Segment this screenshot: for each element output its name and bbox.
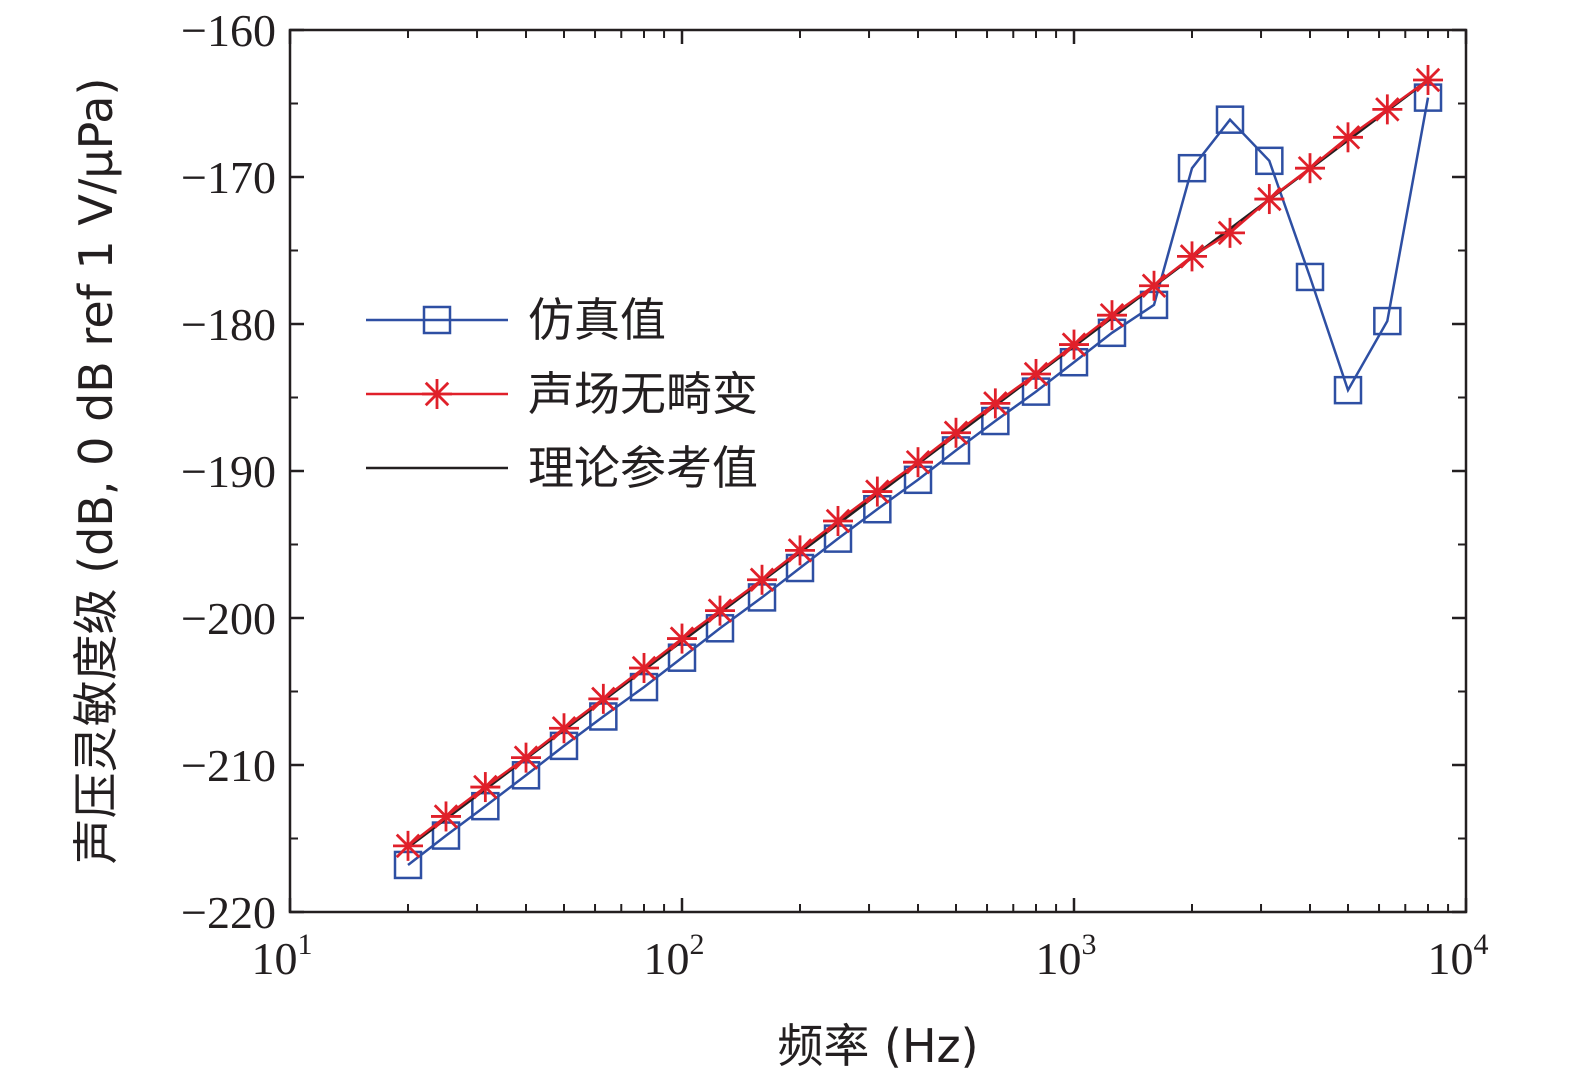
legend-item: 理论参考值 (366, 441, 758, 495)
x-tick-base: 10 (1036, 933, 1082, 984)
data-point (1059, 329, 1089, 360)
asterisk-stroke (513, 745, 539, 770)
data-point (430, 801, 461, 832)
asterisk-stroke (424, 381, 450, 407)
data-point (1413, 64, 1444, 95)
asterisk-stroke (631, 655, 657, 681)
data-point (862, 476, 893, 507)
data-point (1295, 262, 1325, 292)
y-tick-label: −210 (181, 740, 276, 791)
data-point (1177, 241, 1208, 272)
asterisk-stroke (787, 538, 813, 563)
asterisk-stroke (1297, 155, 1323, 181)
data-point (785, 535, 816, 566)
series-2 (393, 64, 1444, 861)
legend-label: 仿真值 (528, 293, 666, 347)
asterisk-stroke (865, 479, 890, 504)
data-point (940, 417, 971, 448)
plot-marks (393, 64, 1444, 880)
data-point (903, 447, 934, 478)
legend-marker (422, 379, 452, 409)
legend-marker (422, 305, 452, 335)
x-tick-label: 102 (644, 928, 705, 984)
asterisk-stroke (943, 420, 969, 446)
asterisk-stroke (1023, 361, 1049, 387)
data-point (1333, 375, 1363, 405)
x-tick-base: 10 (252, 933, 298, 984)
asterisk-stroke (825, 508, 851, 534)
legend-label: 声场无畸变 (528, 367, 758, 421)
plot-frame (288, 28, 1468, 914)
x-tick-exponent: 2 (690, 928, 705, 961)
asterisk-stroke (433, 804, 459, 829)
data-point (1373, 306, 1402, 336)
data-point (704, 595, 735, 626)
asterisk-stroke (1061, 332, 1087, 357)
asterisk-stroke (1141, 273, 1167, 299)
x-tick-exponent: 4 (1474, 928, 1489, 961)
x-tick-label: 101 (252, 928, 313, 984)
asterisk-stroke (395, 833, 421, 859)
data-point (511, 742, 542, 773)
y-tick-label: −190 (181, 446, 276, 497)
legend-label: 理论参考值 (528, 441, 758, 495)
x-tick-label: 104 (1428, 928, 1489, 984)
asterisk-stroke (905, 449, 931, 475)
data-point (1255, 146, 1284, 176)
data-point (470, 772, 501, 803)
legend-item: 声场无畸变 (366, 367, 758, 421)
data-point (1295, 153, 1326, 184)
asterisk-stroke (1335, 125, 1361, 150)
x-tick-base: 10 (644, 933, 690, 984)
asterisk-stroke (749, 567, 775, 593)
asterisk-stroke (1179, 244, 1205, 269)
asterisk-stroke (1415, 67, 1441, 93)
y-tick-label: −200 (181, 593, 276, 644)
x-tick-base: 10 (1428, 933, 1474, 984)
data-point (629, 652, 660, 683)
data-point (548, 713, 579, 744)
data-point (588, 683, 619, 714)
data-point (1021, 358, 1052, 389)
legend-item: 仿真值 (366, 293, 666, 347)
data-point (393, 830, 424, 861)
asterisk-stroke (591, 686, 616, 712)
data-point (980, 388, 1011, 419)
asterisk-stroke (669, 626, 695, 651)
asterisk-stroke (1375, 97, 1400, 122)
data-point (1372, 94, 1403, 125)
data-point (1214, 217, 1245, 248)
x-tick-exponent: 3 (1082, 928, 1097, 961)
data-point (1139, 270, 1170, 301)
x-tick-exponent: 1 (298, 928, 313, 961)
data-point (1332, 122, 1363, 153)
asterisk-stroke (1257, 186, 1282, 212)
x-axis-title: 频率 (Hz) (777, 1019, 978, 1073)
x-tick-label: 103 (1036, 928, 1097, 984)
y-tick-label: −160 (181, 5, 276, 56)
data-point (822, 505, 853, 536)
y-tick-label: −220 (181, 887, 276, 938)
data-point (747, 564, 778, 595)
data-point (1177, 153, 1207, 183)
data-point (1254, 184, 1285, 215)
asterisk-stroke (1217, 220, 1243, 246)
y-tick-label: −170 (181, 152, 276, 203)
asterisk-stroke (707, 598, 733, 623)
asterisk-stroke (551, 716, 577, 741)
asterisk-stroke (983, 391, 1008, 416)
y-tick-label: −180 (181, 299, 276, 350)
asterisk-stroke (1099, 302, 1125, 328)
data-point (1096, 300, 1127, 331)
data-point (1215, 105, 1245, 134)
data-point (667, 623, 697, 654)
asterisk-stroke (473, 774, 498, 800)
y-axis-title: 声压灵敏度级 (dB, 0 dB ref 1 V/μPa) (69, 78, 123, 865)
